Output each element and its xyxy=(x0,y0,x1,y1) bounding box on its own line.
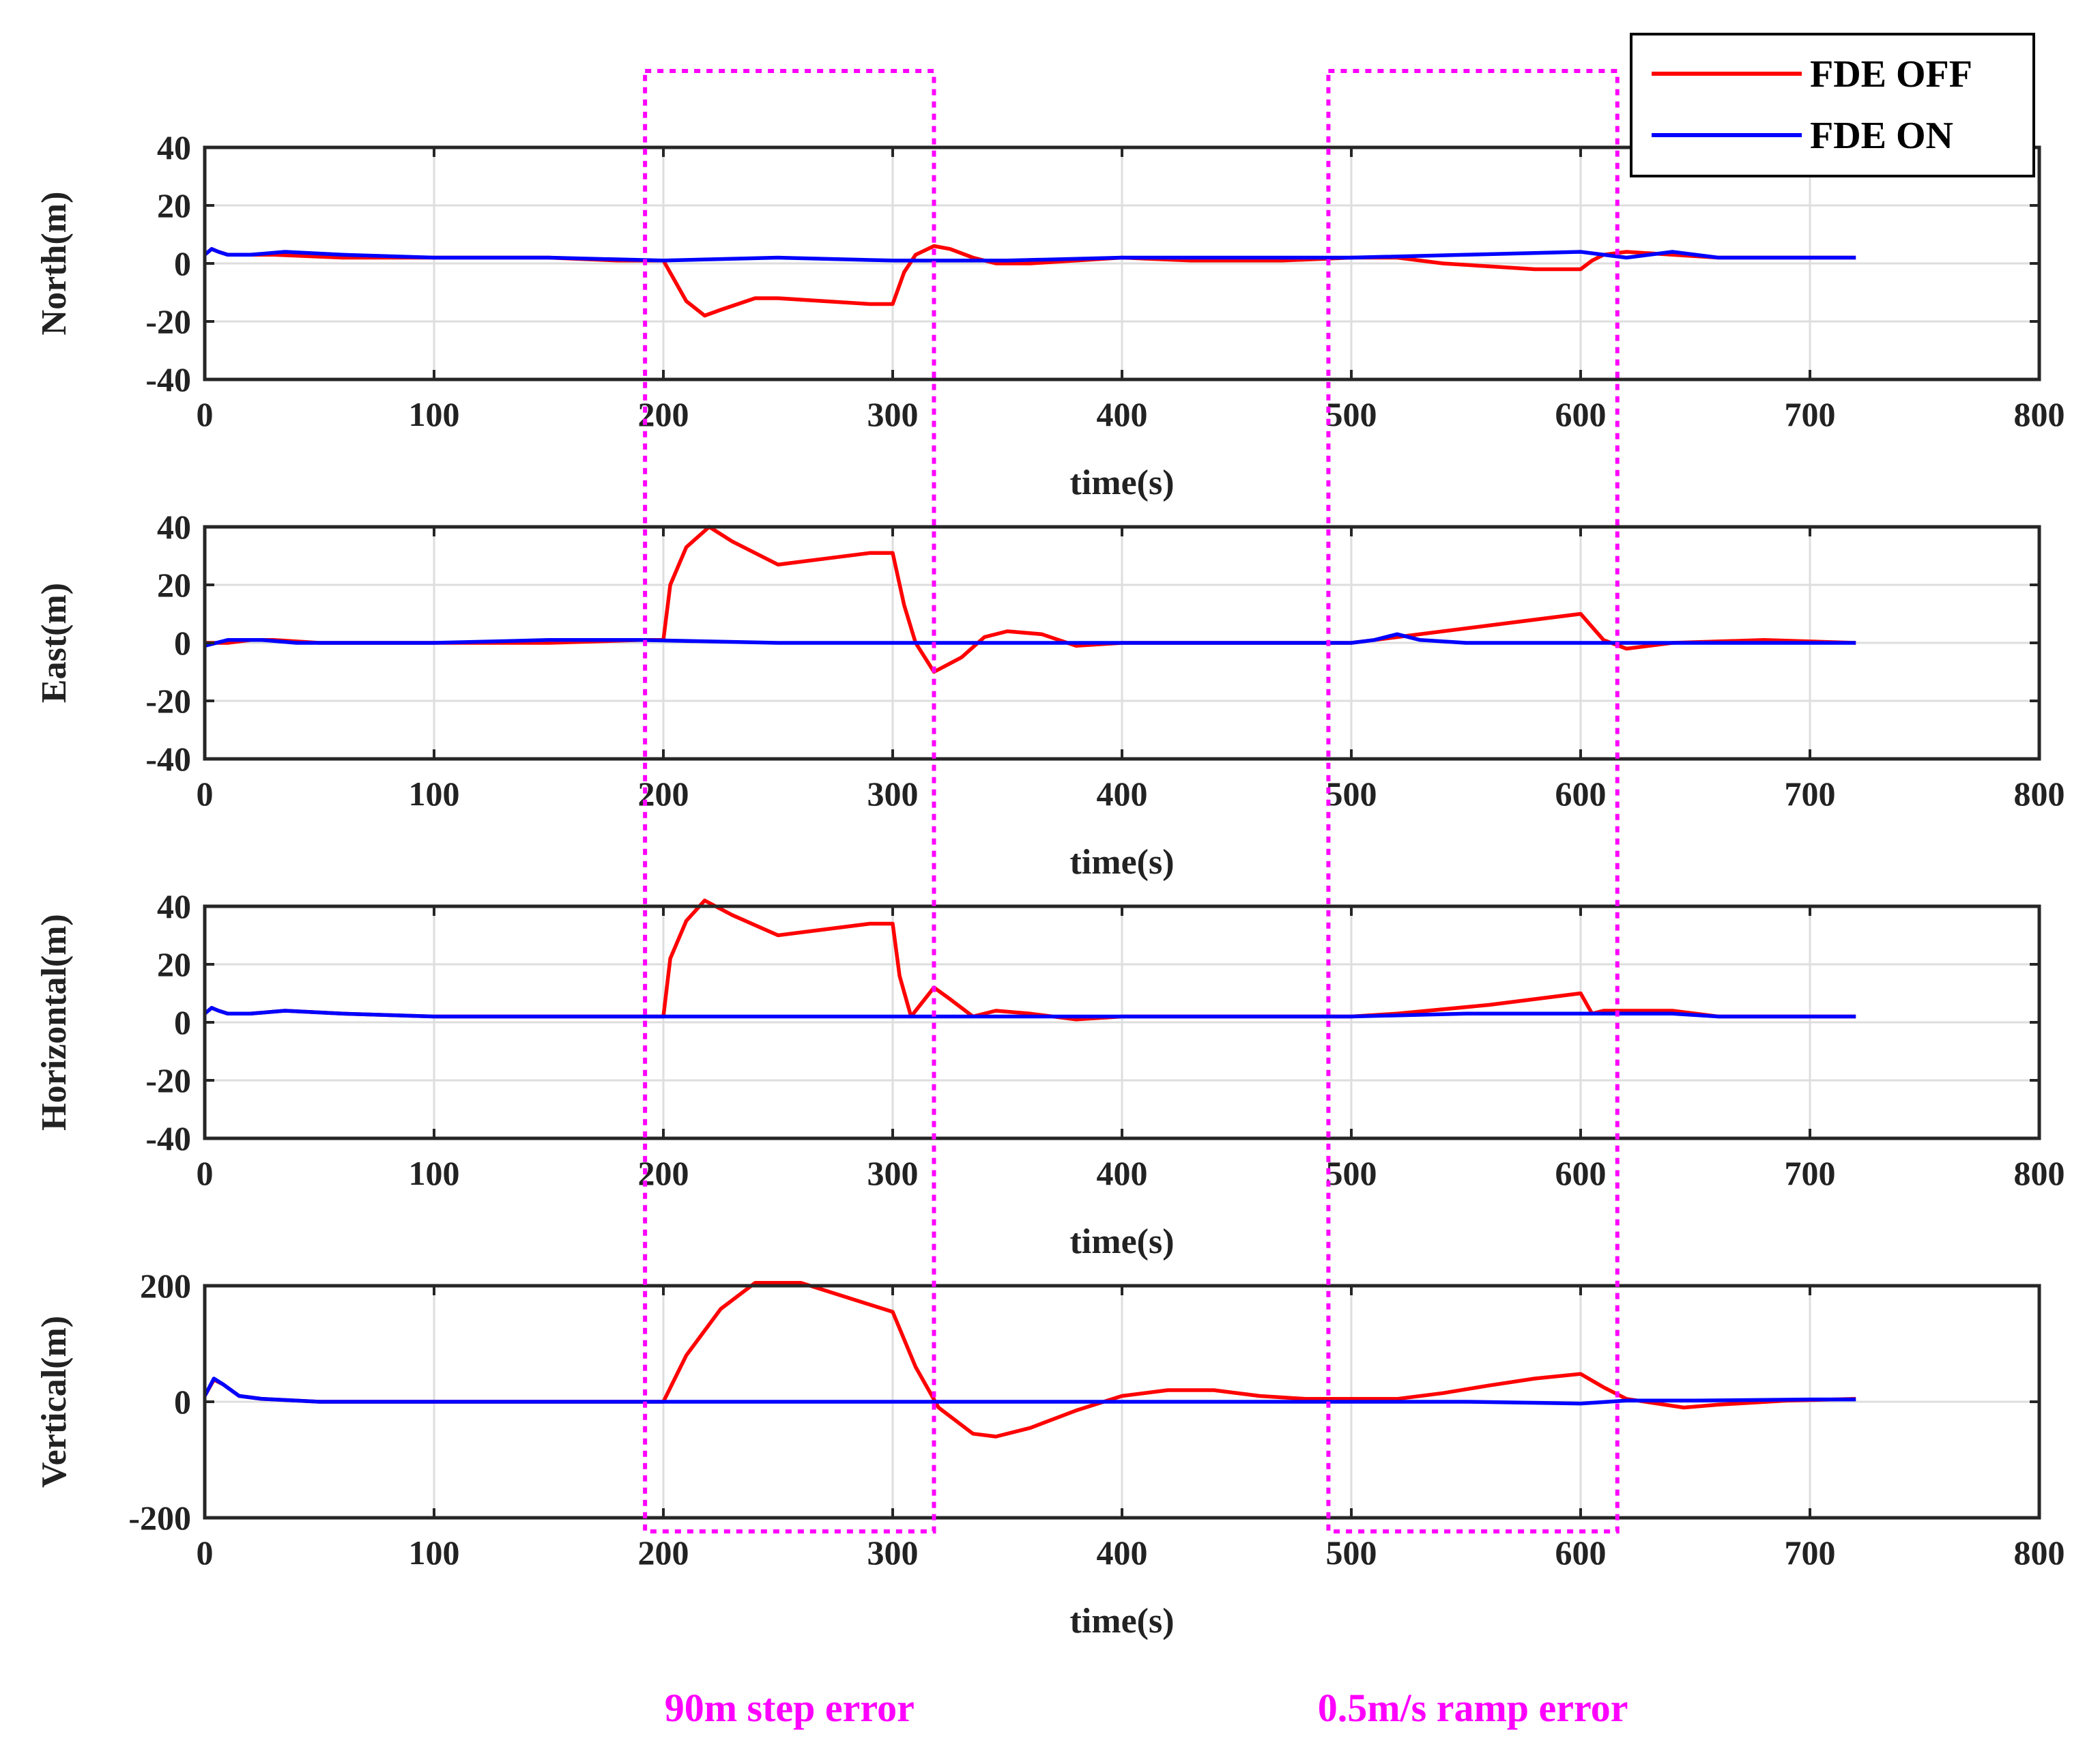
x-tick-label: 400 xyxy=(1097,1533,1148,1572)
x-tick-label: 800 xyxy=(2014,395,2065,433)
x-tick-label: 400 xyxy=(1097,1154,1148,1192)
y-tick-label: 20 xyxy=(157,566,191,604)
y-tick-label: -20 xyxy=(145,1061,191,1099)
x-tick-label: 600 xyxy=(1555,1533,1607,1572)
x-tick-label: 200 xyxy=(638,395,689,433)
y-tick-label: -40 xyxy=(145,1119,191,1157)
panel-3: 0 100 200 300 400 500 600 700 800-40-2002040time… xyxy=(35,887,2065,1261)
legend: FDE OFF FDE ON xyxy=(1630,33,2035,177)
x-axis-label: time(s) xyxy=(1069,463,1174,502)
x-tick-label: 300 xyxy=(867,395,919,433)
x-tick-label: 500 xyxy=(1326,1154,1377,1192)
y-tick-label: 40 xyxy=(157,128,191,167)
x-tick-label: 500 xyxy=(1326,395,1377,433)
x-tick-label: 100 xyxy=(409,775,460,813)
y-axis-label: East(m) xyxy=(35,583,74,703)
error-window-box-1 xyxy=(643,69,936,1533)
x-tick-label: 700 xyxy=(1785,1154,1836,1192)
x-tick-label: 600 xyxy=(1555,395,1607,433)
x-tick-label: 0 xyxy=(197,775,214,813)
x-tick-label: 400 xyxy=(1097,775,1148,813)
x-axis-label: time(s) xyxy=(1069,1222,1174,1261)
x-tick-label: 800 xyxy=(2014,775,2065,813)
y-tick-label: 0 xyxy=(174,1003,191,1041)
y-tick-label: 0 xyxy=(174,1383,191,1421)
x-tick-label: 700 xyxy=(1785,1533,1836,1572)
legend-box xyxy=(1630,33,2035,177)
panel-1: 0 100 200 300 400 500 600 700 800 -40 -20 0 20 40 time… xyxy=(35,128,2065,502)
fde-on-line xyxy=(203,1006,1856,1019)
y-tick-label: -200 xyxy=(128,1499,191,1537)
y-tick-label: 0 xyxy=(174,244,191,283)
y-axis-label: Horizontal(m) xyxy=(35,914,74,1131)
x-tick-label: 100 xyxy=(409,1154,460,1192)
x-tick-label: 0 xyxy=(197,1154,214,1192)
y-tick-label: 0 xyxy=(174,624,191,662)
y-tick-label: -20 xyxy=(145,302,191,341)
panel-2: 0 100 200 300 400 500 600 700 800-40-2002040time… xyxy=(35,508,2065,882)
x-tick-label: 200 xyxy=(638,1533,689,1572)
x-tick-label: 500 xyxy=(1326,775,1377,813)
y-tick-label: 40 xyxy=(157,508,191,546)
x-tick-label: 600 xyxy=(1555,775,1607,813)
y-tick-label: -40 xyxy=(145,740,191,778)
y-axis-label: Vertical(m) xyxy=(35,1316,74,1488)
x-tick-label: 300 xyxy=(867,1154,919,1192)
x-tick-label: 0 xyxy=(197,395,214,433)
x-tick-label: 600 xyxy=(1555,1154,1607,1192)
fde-on-line xyxy=(203,1377,1856,1406)
x-axis-label: time(s) xyxy=(1069,1602,1174,1641)
annotation-layer: 90m step error 0.5m/s ramp error xyxy=(643,69,1628,1730)
error-window-label-1: 90m step error xyxy=(665,1686,915,1730)
error-window-box-2 xyxy=(1326,69,1620,1533)
x-tick-label: 800 xyxy=(2014,1154,2065,1192)
x-tick-label: 800 xyxy=(2014,1533,2065,1572)
x-axis-label: time(s) xyxy=(1069,843,1174,882)
error-window-label-2: 0.5m/s ramp error xyxy=(1318,1686,1628,1730)
x-tick-label: 100 xyxy=(409,395,460,433)
y-tick-label: 20 xyxy=(157,945,191,983)
panel-4: 0 100 200 300 400 500 600 700 800-2000200time(s)… xyxy=(35,1267,2065,1641)
x-tick-label: 500 xyxy=(1326,1533,1377,1572)
fde-on-line xyxy=(204,632,1856,648)
x-tick-label: 300 xyxy=(867,1533,919,1572)
legend-fde-on-label: FDE ON xyxy=(1810,115,1953,157)
fde-on-line xyxy=(203,247,1856,263)
legend-fde-off-label: FDE OFF xyxy=(1810,53,1972,96)
y-tick-label: 200 xyxy=(140,1267,191,1305)
y-tick-label: -40 xyxy=(145,360,191,399)
x-tick-label: 300 xyxy=(867,775,919,813)
x-tick-label: 100 xyxy=(409,1533,460,1572)
y-tick-label: 20 xyxy=(157,186,191,225)
y-tick-label: -20 xyxy=(145,682,191,720)
x-tick-label: 700 xyxy=(1785,775,1836,813)
x-tick-label: 400 xyxy=(1097,395,1148,433)
y-tick-label: 40 xyxy=(157,887,191,925)
y-axis-label: North(m) xyxy=(35,192,74,336)
panels-layer: 0 100 200 300 400 500 600 700 800-40-2002040time… xyxy=(35,128,2065,1641)
x-tick-label: 700 xyxy=(1785,395,1836,433)
x-tick-label: 0 xyxy=(197,1533,214,1572)
